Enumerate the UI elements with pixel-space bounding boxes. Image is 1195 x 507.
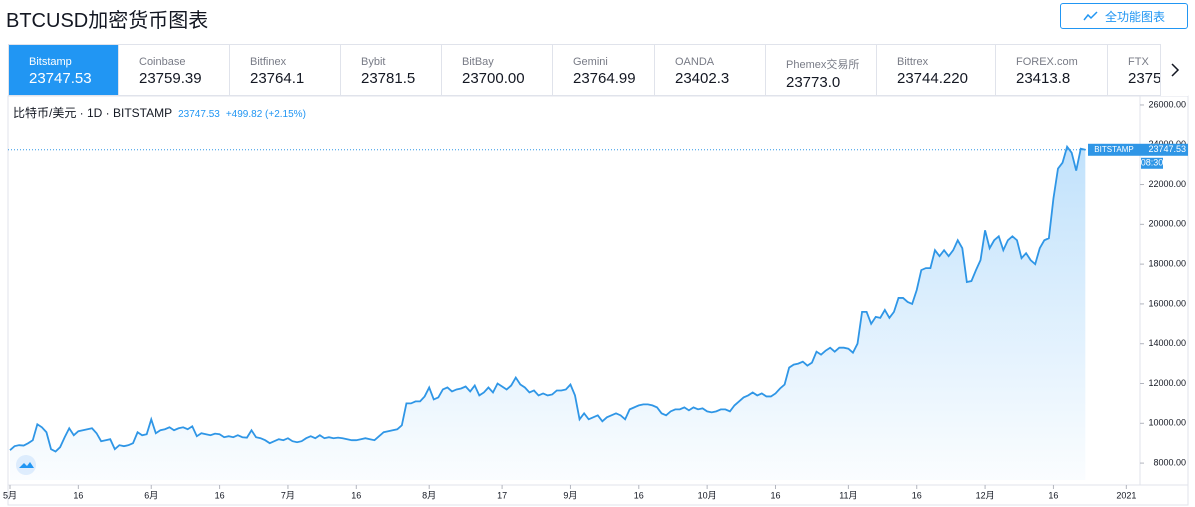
- x-tick-label: 5月: [3, 490, 17, 500]
- exchange-price: 23753: [1128, 70, 1168, 87]
- last-price: 23747.53: [178, 109, 220, 120]
- x-tick-label: 10月: [698, 490, 717, 500]
- exchange-price: 23700.00: [462, 70, 525, 87]
- x-tick-label: 16: [770, 490, 780, 500]
- exchange-price: 23413.8: [1016, 70, 1071, 87]
- y-tick-label: 14000.00: [1148, 338, 1186, 348]
- line: [9, 144, 1086, 453]
- change: +499.82 (+2.15%): [225, 109, 306, 120]
- legend: 比特币/美元 · 1D · BITSTAMP 23747.53 +499.82 (+…: [13, 104, 306, 121]
- exchange-tab[interactable]: Bitstamp 23747.53: [9, 45, 119, 95]
- y-tick-label: 12000.00: [1148, 378, 1186, 388]
- scroll-arrow[interactable]: [1160, 44, 1188, 96]
- exchange-name: FTX: [1128, 56, 1149, 68]
- exchange-name: FOREX.com: [1016, 56, 1078, 68]
- exchange-name: BitBay: [462, 56, 494, 68]
- exchange-price: 23402.3: [675, 70, 730, 87]
- exchange-price: 23747.53: [29, 70, 92, 87]
- x-tick-label: 7月: [281, 490, 295, 500]
- exchange-tab[interactable]: FTX 23753: [1108, 45, 1168, 95]
- x-tick-label: 8月: [422, 490, 436, 500]
- exchange-name: OANDA: [675, 56, 715, 68]
- full-chart-button[interactable]: 全功能图表: [1060, 3, 1188, 29]
- chart-icon: [1083, 11, 1098, 21]
- x-tick-label: 11月: [839, 490, 857, 500]
- exchange-tab[interactable]: FOREX.com 23413.8: [996, 45, 1108, 95]
- y-tick-label: 8000.00: [1153, 457, 1186, 467]
- exchange-name: Coinbase: [139, 56, 186, 68]
- exchange-price: 23773.0: [786, 74, 841, 91]
- x-tick-label: 16: [73, 490, 83, 500]
- exchange-price: 23781.5: [361, 70, 416, 87]
- y-tick-label: 16000.00: [1148, 298, 1186, 308]
- x-tick-label: 12月: [976, 490, 995, 500]
- x-tick-label: 17: [497, 490, 507, 500]
- exchange-name: Bitstamp: [29, 56, 72, 68]
- exchange-tabs: Bitstamp 23747.53 Coinbase 23759.39 Bitfinex…: [8, 44, 1188, 96]
- area: [10, 146, 1086, 481]
- x-tick-label: 16: [912, 490, 922, 500]
- symbol: 比特币/美元 · 1D · BITSTAMP: [13, 106, 173, 120]
- price-box: [1140, 143, 1188, 156]
- x-tick-label: 16: [1048, 490, 1058, 500]
- exchange-price: 23759.39: [139, 70, 202, 87]
- exchange-tab[interactable]: Phemex交易所 23773.0: [766, 45, 877, 95]
- y-tick-label: 10000.00: [1148, 418, 1186, 428]
- exchange-tab[interactable]: Coinbase 23759.39: [119, 45, 230, 95]
- price-label: 23747.53: [1148, 144, 1186, 154]
- countdown-box: [1141, 157, 1163, 169]
- exchange-tab[interactable]: Bybit 23781.5: [341, 45, 442, 95]
- y-tick-label: 18000.00: [1148, 259, 1186, 269]
- exchange-price: 23764.99: [573, 70, 636, 87]
- exchange-name: Bitfinex: [250, 56, 287, 68]
- exchange-name: Gemini: [573, 56, 608, 68]
- chart-frame: [7, 95, 1189, 506]
- exchange-tab[interactable]: OANDA 23402.3: [655, 45, 766, 95]
- x-tick-label: 2021: [1116, 490, 1136, 500]
- exchange-price: 23764.1: [250, 70, 305, 87]
- exchange-tab[interactable]: BitBay 23700.00: [442, 45, 553, 95]
- exchange-name: Bittrex: [897, 56, 929, 68]
- x-tick-label: 16: [634, 490, 644, 500]
- exchange-tab[interactable]: Gemini 23764.99: [553, 45, 655, 95]
- exchange-name: Bybit: [361, 56, 386, 68]
- exchange-price: 23744.220: [897, 70, 968, 87]
- page-title: BTCUSD加密货币图表: [6, 10, 209, 32]
- x-tick-label: 9月: [563, 490, 577, 500]
- countdown: 08:30: [1141, 158, 1164, 168]
- x-tick-label: 6月: [144, 490, 158, 500]
- exchange-tab[interactable]: Bitfinex 23764.1: [230, 45, 341, 95]
- tag-box: [1088, 143, 1140, 156]
- y-tick-label: 22000.00: [1148, 179, 1186, 189]
- exchange-tab[interactable]: Bittrex 23744.220: [877, 45, 996, 95]
- y-tick-label: 20000.00: [1148, 219, 1186, 229]
- exchange-name: Phemex交易所: [786, 59, 860, 71]
- x-tick-label: 16: [215, 490, 225, 500]
- tag-label: BITSTAMP: [1094, 145, 1133, 154]
- y-tick-label: 26000.00: [1148, 99, 1186, 109]
- arrow-icon: [1171, 63, 1180, 77]
- button-label: 全功能图表: [1104, 9, 1165, 24]
- x-tick-label: 16: [351, 490, 361, 500]
